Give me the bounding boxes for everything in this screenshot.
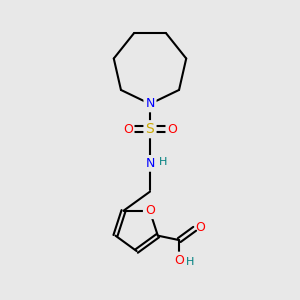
Text: H: H bbox=[159, 157, 168, 167]
Text: H: H bbox=[186, 256, 195, 266]
Text: O: O bbox=[167, 123, 177, 136]
Text: O: O bbox=[174, 254, 184, 266]
Text: S: S bbox=[146, 122, 154, 136]
Text: N: N bbox=[145, 157, 155, 170]
Text: O: O bbox=[123, 123, 133, 136]
Text: N: N bbox=[145, 98, 155, 110]
Text: O: O bbox=[145, 204, 155, 217]
Text: O: O bbox=[195, 221, 205, 234]
